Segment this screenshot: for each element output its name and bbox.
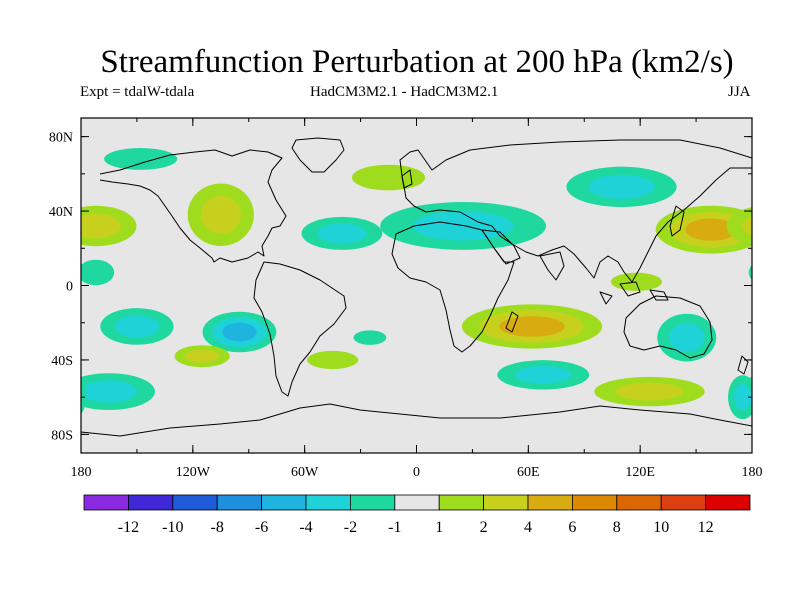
colorbar-bin <box>349 494 396 511</box>
field-region-18-level-1 <box>733 383 752 411</box>
coastlines <box>81 137 752 437</box>
x-tick-label: 180 <box>742 465 763 480</box>
coast-japan <box>669 205 685 237</box>
axis-tick-labels: 180 120W 60W 0 60E 120E 180 80N 40N 0 40S 80S <box>49 131 763 480</box>
coast-africa <box>391 221 515 353</box>
field-region-1-level-1 <box>317 223 367 244</box>
field-region-15-level-1 <box>185 349 219 363</box>
field-region-13-level-1 <box>668 323 705 353</box>
x-tick-label: 120E <box>625 465 655 480</box>
coast-madagascar <box>505 311 519 333</box>
chart-title: Streamfunction Perturbation at 200 hPa (… <box>100 44 734 80</box>
colorbar-bin <box>527 494 573 511</box>
colorbar-bin <box>216 494 262 511</box>
colorbar-bin <box>438 494 485 511</box>
x-tick-label: 120W <box>176 465 211 480</box>
field-region-7-level-0 <box>104 148 178 170</box>
colorbar-tick-label: 6 <box>568 519 576 536</box>
coast-antarctica <box>81 403 752 437</box>
field-region-16-level-0 <box>307 350 359 370</box>
experiment-label: Expt = tdalW-tdala <box>80 84 195 100</box>
colorbar-tick-label: -4 <box>299 519 312 536</box>
y-tick-label: 80S <box>51 428 73 443</box>
colorbar-tick-label: -8 <box>211 519 224 536</box>
coast-india <box>539 251 565 281</box>
coast-australia <box>623 295 713 359</box>
y-tick-label: 40S <box>51 354 73 369</box>
colorbar-tick-label: -1 <box>388 519 401 536</box>
field-region-9-level-2 <box>222 322 257 342</box>
x-tick-label: 180 <box>71 465 92 480</box>
colorbar-tick-label: -6 <box>255 519 268 536</box>
colorbar <box>83 494 751 511</box>
axis-ticks <box>80 118 753 453</box>
x-tick-label: 60E <box>517 465 540 480</box>
colorbar-bin <box>394 494 440 511</box>
field-region-2-level-1 <box>588 174 655 200</box>
model-label: HadCM3M2.1 - HadCM3M2.1 <box>310 84 499 100</box>
field-region-12-level-1 <box>515 365 572 384</box>
coast-greenland <box>291 137 345 173</box>
field-region-20-level-0 <box>81 259 115 286</box>
field-region-14-level-1 <box>615 382 684 401</box>
colorbar-bin <box>572 494 618 511</box>
y-tick-label: 40N <box>49 205 73 220</box>
x-tick-label: 0 <box>413 465 420 480</box>
coast-uk <box>401 169 413 189</box>
colorbar-bin <box>305 494 351 511</box>
field-region-6-level-1 <box>81 213 121 239</box>
coast-south-america <box>253 261 347 397</box>
colorbar-tick-label: 2 <box>480 519 488 536</box>
field-region-20-level-0 <box>748 265 752 280</box>
coast-arabia <box>481 229 521 265</box>
field-region-10-level-1 <box>81 380 137 403</box>
colorbar-bin <box>261 494 307 511</box>
y-tick-label: 80N <box>49 131 73 146</box>
coast-eurasia <box>399 139 752 283</box>
colorbar-bin <box>483 494 529 511</box>
colorbar-bin <box>660 494 707 511</box>
field-region-6-level-1 <box>742 216 752 236</box>
field-region-6-level-0 <box>726 207 752 245</box>
colorbar-bin <box>616 494 662 511</box>
colorbar-tick-label: 4 <box>524 519 532 536</box>
colorbar-tick-label: -10 <box>162 519 183 536</box>
field-region-4-level-1 <box>200 195 241 234</box>
x-tick-label: 60W <box>291 465 319 480</box>
colorbar-bin <box>83 494 129 511</box>
colorbar-bin <box>172 494 218 511</box>
colorbar-tick-label: 12 <box>698 519 714 536</box>
coast-north-america <box>99 149 287 263</box>
field-region-11-level-1 <box>114 315 159 338</box>
colorbar-tick-label: 1 <box>435 519 443 536</box>
colorbar-bin <box>705 494 751 511</box>
field-region-17-level-0 <box>353 330 387 345</box>
field-region-5-level-2 <box>685 218 737 241</box>
coast-indonesia <box>599 281 669 305</box>
y-tick-label: 0 <box>66 280 73 295</box>
colorbar-tick-label: 10 <box>653 519 669 536</box>
colorbar-tick-label: 8 <box>613 519 621 536</box>
colorbar-labels: -12 -10 -8 -6 -4 -2 -1 1 2 4 6 8 10 12 <box>118 519 714 536</box>
colorbar-tick-label: -2 <box>344 519 357 536</box>
colorbar-bin <box>127 494 174 511</box>
colorbar-tick-label: -12 <box>118 519 139 536</box>
field-region-3-level-0 <box>352 164 426 191</box>
season-label: JJA <box>728 84 751 100</box>
